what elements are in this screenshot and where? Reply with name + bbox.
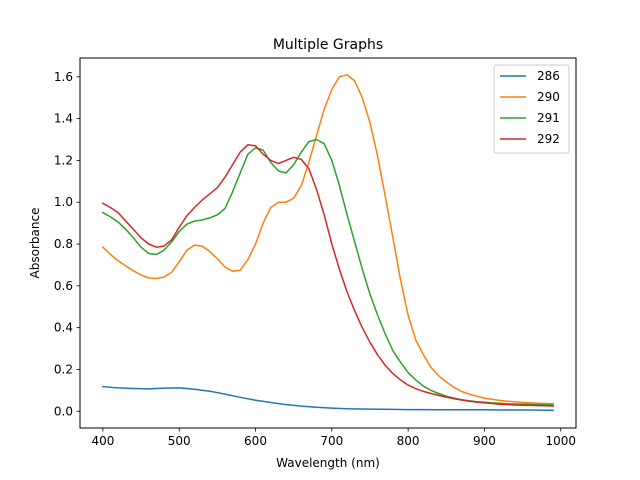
plot-lines [101,73,554,411]
y-axis-label: Absorbance [28,208,42,279]
x-tick-label: 700 [320,434,343,448]
y-tick-label: 1.6 [54,70,73,84]
y-tick-label: 0.2 [54,362,73,376]
x-axis-label: Wavelength (nm) [276,456,380,470]
legend-label: 291 [537,111,560,125]
x-tick-label: 800 [397,434,420,448]
y-tick-label: 1.2 [54,153,73,167]
chart-title: Multiple Graphs [273,37,383,53]
y-tick-label: 0.6 [54,279,73,293]
series-line-290 [101,73,554,405]
legend-box [493,64,570,154]
y-tick-label: 0.0 [54,404,73,418]
x-tick-label: 500 [168,434,191,448]
legend-label: 290 [537,90,560,104]
y-tick-label: 0.4 [54,321,73,335]
x-tick-label: 900 [473,434,496,448]
x-axis: 400 500 600 700 800 900 1000 [91,428,576,448]
legend: 286 290 291 292 [493,64,570,154]
series-line-286 [102,385,554,411]
y-tick-label: 1.0 [54,195,73,209]
y-tick-label: 0.8 [54,237,73,251]
x-tick-label: 600 [244,434,267,448]
legend-label: 292 [537,132,560,146]
x-tick-label: 400 [91,434,114,448]
y-tick-label: 1.4 [54,112,73,126]
series-line-292 [101,144,554,407]
x-tick-label: 1000 [545,434,576,448]
legend-label: 286 [537,69,560,83]
plot-frame [79,57,577,429]
y-axis: 0.0 0.2 0.4 0.6 0.8 1.0 1.2 1.4 1.6 [54,70,80,418]
